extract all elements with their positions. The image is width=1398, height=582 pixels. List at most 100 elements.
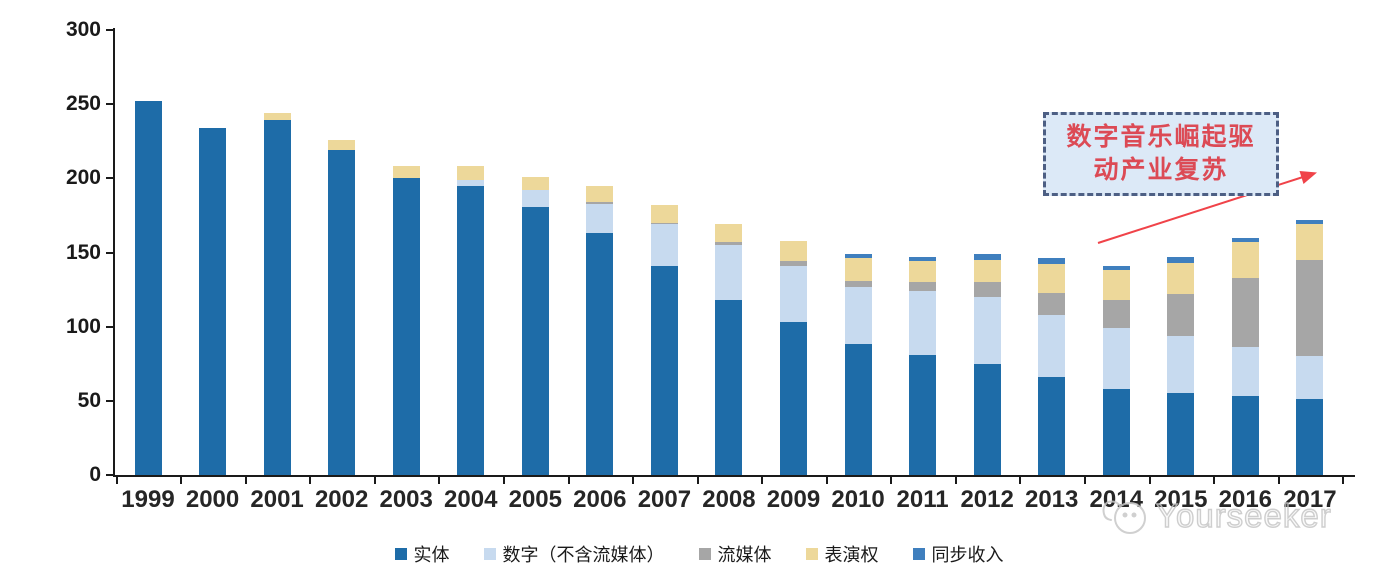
x-axis-label: 2010 [831, 486, 885, 513]
x-axis-tick [115, 477, 118, 484]
x-axis-label: 2005 [508, 486, 562, 513]
bar-segment [521, 176, 549, 191]
y-axis-tick [106, 29, 115, 31]
bar-segment [263, 113, 291, 121]
y-axis-label: 50 [77, 388, 101, 412]
bar-segment [909, 354, 937, 475]
legend-label: 流媒体 [717, 545, 772, 565]
bar-segment [715, 242, 743, 246]
bar-segment [1038, 314, 1066, 378]
bar-segment [780, 261, 807, 266]
legend-swatch [394, 548, 407, 560]
x-axis-label: 2008 [702, 486, 756, 513]
x-axis-label: 2007 [637, 486, 692, 513]
bar-segment [909, 291, 937, 355]
bar-segment [973, 253, 1001, 260]
x-axis-tick [954, 477, 957, 484]
x-axis-tick [632, 477, 635, 484]
legend-item: 表演权 [805, 541, 879, 567]
bar-segment [1102, 270, 1130, 300]
legend-item: 同步收入 [912, 541, 1004, 567]
bar-segment [1038, 258, 1066, 265]
bar-segment [650, 265, 678, 475]
x-axis-label: 2004 [444, 486, 498, 513]
bar-segment [586, 202, 614, 204]
bar-segment [650, 222, 678, 225]
annotation-text-line1: 数字音乐崛起驱 [1066, 123, 1256, 151]
bar-segment [715, 245, 743, 300]
x-axis-tick [1342, 477, 1345, 484]
bar-segment [1231, 396, 1259, 475]
x-axis-tick [825, 477, 828, 484]
x-axis-label: 2012 [960, 486, 1014, 513]
legend-swatch [698, 548, 711, 560]
legend-swatch [805, 548, 818, 560]
x-axis-tick [890, 477, 893, 484]
x-axis-label: 2014 [1089, 486, 1143, 513]
legend-label: 实体 [413, 545, 450, 565]
bar-segment [328, 150, 356, 475]
bar-segment [1102, 328, 1130, 389]
y-axis-label: 0 [89, 463, 101, 486]
bar-segment [1231, 277, 1259, 348]
x-axis-tick [1213, 477, 1216, 484]
bar-segment [1102, 265, 1130, 271]
y-axis-label: 150 [65, 240, 101, 264]
bar-segment [1167, 393, 1195, 475]
yourseeker-logo-icon [1102, 500, 1146, 534]
bar-segment [457, 179, 485, 186]
bar-segment [973, 259, 1001, 283]
bar-segment [909, 261, 937, 283]
watermark: Yourseeker [1096, 494, 1332, 538]
bar-segment [909, 256, 937, 262]
bar-segment [715, 299, 743, 475]
bar-segment [457, 166, 485, 180]
legend-swatch [912, 548, 925, 560]
x-axis-label: 2016 [1218, 486, 1273, 513]
y-axis-tick [106, 474, 115, 476]
bar-segment [780, 322, 807, 475]
y-axis-label: 100 [65, 314, 101, 338]
x-axis-label: 2003 [379, 486, 433, 513]
bar-segment [650, 205, 678, 223]
bar-segment [1296, 259, 1324, 357]
x-axis-label: 2002 [314, 486, 369, 513]
x-axis-tick [696, 477, 699, 484]
bar-segment [1038, 377, 1066, 475]
bar-segment [650, 224, 678, 266]
y-axis-tick [106, 399, 115, 402]
bar-segment [134, 101, 162, 475]
legend-item: 数字（不含流媒体） [483, 541, 665, 567]
bar-segment [1231, 242, 1259, 278]
bar-segment [199, 127, 227, 475]
legend: 实体 数字（不含流媒体） 流媒体 表演权 同步收入 [0, 541, 1398, 567]
bar-segment [1038, 292, 1066, 315]
x-axis-label: 2001 [250, 486, 304, 513]
bar-segment [973, 282, 1001, 297]
bar-segment [1296, 219, 1324, 225]
bar-segment [392, 166, 420, 179]
bar-segment [1231, 347, 1259, 397]
x-axis-tick [373, 477, 376, 484]
bar-segment [328, 139, 356, 151]
bar-segment [521, 206, 549, 475]
bar-segment [586, 203, 614, 234]
watermark-text: Yourseeker [1155, 496, 1332, 534]
legend-item: 流媒体 [698, 541, 772, 567]
x-axis-tick [438, 477, 441, 484]
y-axis-tick [106, 251, 115, 254]
x-axis-tick [1148, 477, 1151, 484]
bar-segment [586, 233, 614, 475]
legend-label: 数字（不含流媒体） [502, 545, 665, 565]
bar-segment [1167, 335, 1195, 394]
bar-segment [909, 282, 937, 292]
x-axis-tick [1083, 477, 1086, 484]
y-axis-label: 200 [65, 166, 101, 190]
bar-segment [780, 265, 807, 323]
y-axis-tick [106, 177, 115, 180]
bar-segment [1296, 356, 1324, 400]
bar-segment [1231, 237, 1259, 243]
x-axis-tick [244, 477, 247, 484]
legend-label: 表演权 [824, 545, 879, 565]
